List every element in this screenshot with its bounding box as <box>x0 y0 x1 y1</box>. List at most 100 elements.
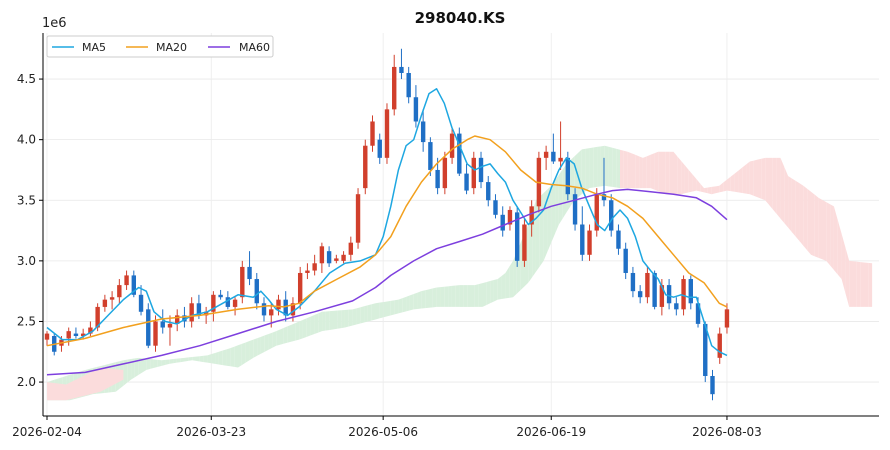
candle-body <box>73 333 79 337</box>
cloud-segment <box>673 151 678 195</box>
cloud-segment <box>662 151 666 195</box>
cloud-segment <box>772 157 777 214</box>
candle-body <box>449 133 455 158</box>
cloud-segment <box>280 327 284 345</box>
cloud-segment <box>711 186 716 195</box>
cloud-segment <box>379 302 384 319</box>
candle-body <box>276 299 281 310</box>
candle-body <box>95 306 100 328</box>
y-tick-label: 2.0 <box>17 375 36 389</box>
cloud-segment <box>142 358 147 373</box>
cloud-segment <box>654 151 659 192</box>
cloud-segment <box>169 359 174 364</box>
cloud-segment <box>746 161 750 195</box>
cloud-segment <box>753 159 758 198</box>
cloud-segment <box>742 164 747 194</box>
candle-body <box>645 272 650 298</box>
cloud-segment <box>199 355 204 363</box>
cloud-segment <box>364 305 368 323</box>
cloud-segment <box>486 281 491 306</box>
cloud-segment <box>436 287 441 307</box>
cloud-segment <box>505 266 510 299</box>
cloud-segment <box>547 185 552 252</box>
cloud-segment <box>448 285 452 307</box>
cloud-segment <box>730 173 735 192</box>
candle-body <box>117 285 122 298</box>
candle-body <box>232 299 238 307</box>
candle-body <box>261 303 267 316</box>
candle-body <box>167 323 173 328</box>
cloud-segment <box>451 285 456 307</box>
candle-body <box>377 139 382 158</box>
cloud-segment <box>429 288 433 308</box>
cloud-segment <box>692 174 697 192</box>
candle-body <box>319 246 325 264</box>
candle-body <box>283 299 288 316</box>
candle-body <box>290 303 296 316</box>
cloud-segment <box>352 308 357 326</box>
candle-body <box>724 309 730 328</box>
cloud-segment <box>425 289 429 309</box>
cloud-segment <box>238 343 242 368</box>
candle-body <box>623 248 628 273</box>
cloud-segment <box>719 182 724 193</box>
cloud-segment <box>845 247 850 307</box>
candle-body <box>659 285 665 307</box>
candles <box>44 48 730 401</box>
cloud-segment <box>490 280 494 304</box>
cloud-segment <box>562 163 567 219</box>
cloud-segment <box>318 311 323 333</box>
cloud-segment <box>768 157 773 210</box>
cloud-segment <box>677 156 682 195</box>
cloud-segment <box>788 176 792 233</box>
cloud-segment <box>146 358 151 370</box>
candle-body <box>478 157 484 183</box>
cloud-segment <box>577 149 582 198</box>
candle-body <box>66 331 71 339</box>
cloud-segment <box>398 298 403 314</box>
candle-body <box>196 303 202 316</box>
cloud-segment <box>192 356 196 361</box>
cloud-segment <box>478 283 483 307</box>
x-tick-label: 2026-05-06 <box>348 425 418 439</box>
cloud-segment <box>402 296 407 313</box>
series-line-ma20 <box>46 135 728 347</box>
cloud-segment <box>299 319 303 340</box>
candle-body <box>558 157 563 162</box>
cloud-segment <box>723 179 727 192</box>
cloud-segment <box>394 299 399 315</box>
cloud-segment <box>211 352 216 364</box>
cloud-segment <box>356 307 361 325</box>
candle-body <box>717 333 722 358</box>
grid-layer <box>43 33 879 416</box>
candle-body <box>514 212 520 261</box>
cloud-segment <box>230 346 235 367</box>
cloud-segment <box>608 146 613 187</box>
candle-body <box>703 323 708 377</box>
cloud-segment <box>612 147 617 188</box>
cloud-segment <box>283 326 288 344</box>
y-tick-label: 2.5 <box>17 314 36 328</box>
cloud-segment <box>333 310 338 330</box>
candle-body <box>153 321 158 346</box>
cloud-segment-bear <box>47 367 124 401</box>
cloud-segment <box>371 303 376 321</box>
cloud-segment <box>811 191 815 257</box>
cloud-segment <box>432 287 437 308</box>
cloud-segment <box>482 282 487 307</box>
cloud-segment <box>310 314 315 336</box>
candle-body <box>138 294 144 312</box>
cloud-segment <box>497 276 502 300</box>
candle-body <box>384 109 390 158</box>
cloud-segment <box>814 194 819 258</box>
cloud-segment <box>696 179 701 192</box>
cloud-segment <box>803 185 808 251</box>
candle-body <box>102 299 108 307</box>
cloud-segment <box>642 156 647 189</box>
cloud-segment <box>860 262 865 307</box>
candle-body <box>565 157 571 195</box>
cloud-segment <box>589 147 594 189</box>
cloud-segment <box>383 301 387 318</box>
candle-body <box>695 303 701 324</box>
